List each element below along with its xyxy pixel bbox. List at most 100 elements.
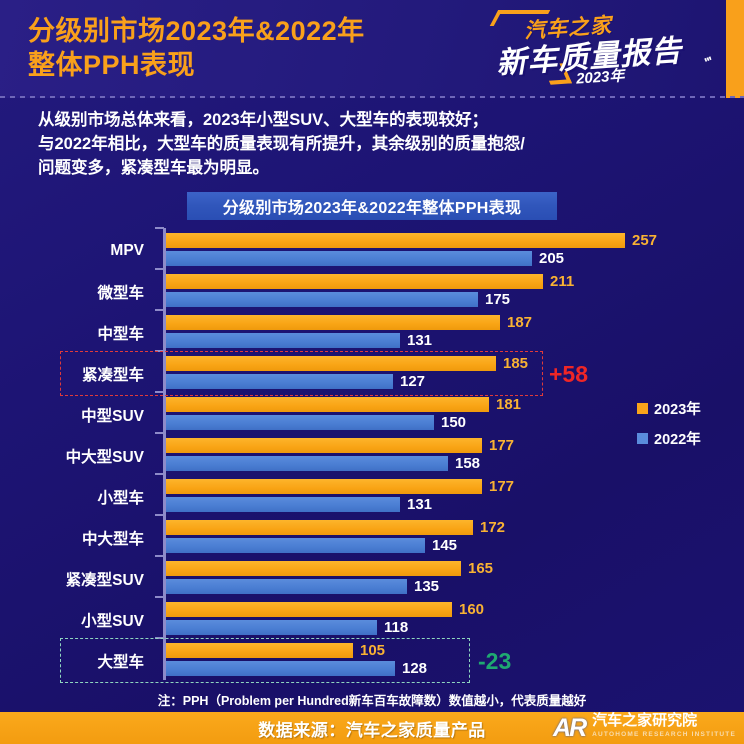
chart-axis-line [163,228,166,680]
bar-y23 [166,438,482,453]
category-label: 紧凑型SUV [65,571,144,589]
logo-year-text: 2023年 [575,67,625,88]
bar-value-label: 257 [632,232,658,249]
chart-row: 小型车 177 131 [0,473,744,517]
bar-value-label: 185 [503,355,529,372]
chart-note: 注：PPH（Problem per Hundred新车百车故障数）数值越小，代表… [157,694,587,708]
header-divider [0,96,744,98]
chart-title-banner: 分级别市场2023年&2022年整体PPH表现 [187,192,557,220]
legend-item[interactable]: 2022年 [637,428,701,449]
delta-annotation: +58 [549,361,589,387]
axis-tick [155,514,164,516]
bar-group: 257 205 [166,230,744,271]
bar-value-label: 165 [468,560,494,577]
bar-y22 [166,251,532,266]
bar-y22 [166,415,434,430]
legend-label: 2023年 [654,402,701,418]
bar-y22 [166,374,393,389]
chart-row: 中型SUV 181 150 [0,391,744,435]
bar-group: 160 118 [166,599,744,640]
bar-value-label: 131 [407,332,433,349]
bar-y22 [166,538,425,553]
bar-value-label: 181 [496,396,522,413]
header: 分级别市场2023年&2022年 整体PPH表现 汽车之家 新车质量报告 202… [0,0,744,98]
chart-row: 紧凑型SUV 165 135 [0,555,744,599]
legend-swatch-icon [637,433,648,444]
page-title: 分级别市场2023年&2022年 整体PPH表现 [28,14,498,82]
bar-group: 185 127 [166,353,744,394]
chart-legend: 2023年 2022年 [637,398,701,458]
intro-line-1: 从级别市场总体来看，2023年小型SUV、大型车的表现较好； [38,111,489,129]
category-label: 中型车 [97,325,144,343]
bar-y23 [166,233,625,248]
bar-value-label: 118 [384,619,409,636]
bar-y22 [166,456,448,471]
footer: 数据来源：汽车之家质量产品 AR 汽车之家研究院 AUTOHOME RESEAR… [0,712,744,744]
category-label: 小型车 [97,489,144,507]
axis-tick [155,473,164,475]
bar-y23 [166,315,500,330]
axis-tick [155,637,164,639]
bar-group: 181 150 [166,394,744,435]
bar-value-label: 105 [360,642,386,659]
category-label: 中大型车 [81,530,144,548]
data-source-label: 数据来源：汽车之家质量产品 [258,720,486,740]
logo-tick-icon: ''' [702,53,715,71]
intro-line-2: 与2022年相比，大型车的质量表现有所提升，其余级别的质量抱怨/ [38,135,525,153]
bar-value-label: 175 [485,291,511,308]
bar-value-label: 187 [507,314,533,331]
axis-tick [155,391,164,393]
bar-group: 177 158 [166,435,744,476]
chart-row: 中大型SUV 177 158 [0,432,744,476]
bar-value-label: 145 [432,537,458,554]
axis-tick [155,268,164,270]
bar-chart: MPV 257 205 微型车 211 175 中型车 187 131 紧凑型车 185 127 中型S… [0,227,744,683]
intro-paragraph: 从级别市场总体来看，2023年小型SUV、大型车的表现较好； 与2022年相比，… [38,108,714,180]
bar-value-label: 158 [455,455,481,472]
bar-y23 [166,356,496,371]
bar-y22 [166,497,400,512]
chart-row: 紧凑型车 185 127 [0,350,744,394]
ar-logo-icon: AR [553,713,587,742]
axis-tick [155,350,164,352]
axis-tick [155,555,164,557]
bar-group: 165 135 [166,558,744,599]
bar-group: 172 145 [166,517,744,558]
axis-tick [155,309,164,311]
bar-y23 [166,520,473,535]
category-label: 中大型SUV [65,448,144,466]
chart-row: 小型SUV 160 118 [0,596,744,640]
category-label: MPV [110,241,144,259]
page-title-line2: 整体PPH表现 [28,50,196,80]
category-label: 中型SUV [81,407,144,425]
bar-value-label: 177 [489,437,515,454]
legend-label: 2022年 [654,432,701,448]
bar-group: 177 131 [166,476,744,517]
delta-annotation: -23 [478,648,512,674]
bar-y22 [166,579,407,594]
axis-tick [155,227,164,229]
report-logo: 汽车之家 新车质量报告 2023年 ''' [489,8,715,90]
bar-value-label: 160 [459,601,485,618]
bar-value-label: 135 [414,578,440,595]
intro-line-3: 问题变多，紧凑型车最为明显。 [38,159,269,177]
chart-row: MPV 257 205 [0,227,744,271]
axis-tick [155,432,164,434]
page-title-line1: 分级别市场2023年&2022年 [28,16,365,46]
category-label: 大型车 [97,653,144,671]
legend-swatch-icon [637,403,648,414]
bar-y22 [166,661,395,676]
bar-value-label: 131 [407,496,433,513]
bar-y23 [166,602,452,617]
category-label: 紧凑型车 [81,366,144,384]
category-label: 小型SUV [81,612,144,630]
bar-y22 [166,333,400,348]
bar-y23 [166,479,482,494]
chart-row: 大型车 105 128 [0,637,744,681]
legend-item[interactable]: 2023年 [637,398,701,419]
category-label: 微型车 [97,284,144,302]
bar-y22 [166,620,377,635]
bar-y23 [166,397,489,412]
bar-value-label: 205 [539,250,565,267]
